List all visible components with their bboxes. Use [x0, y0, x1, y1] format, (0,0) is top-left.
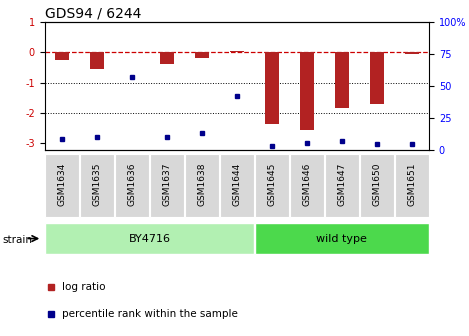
Bar: [335, 52, 349, 109]
Bar: [90, 52, 104, 69]
Text: log ratio: log ratio: [62, 282, 106, 292]
Bar: [55, 52, 69, 60]
FancyBboxPatch shape: [45, 154, 79, 217]
Bar: [300, 52, 314, 130]
FancyBboxPatch shape: [219, 154, 254, 217]
FancyBboxPatch shape: [360, 154, 394, 217]
Text: percentile rank within the sample: percentile rank within the sample: [62, 309, 238, 320]
Text: GSM1646: GSM1646: [302, 163, 311, 206]
Text: GSM1638: GSM1638: [197, 163, 206, 206]
Bar: [160, 52, 174, 64]
FancyBboxPatch shape: [185, 154, 219, 217]
FancyBboxPatch shape: [80, 154, 114, 217]
Bar: [265, 52, 279, 124]
Text: GSM1647: GSM1647: [337, 163, 346, 206]
FancyBboxPatch shape: [150, 154, 184, 217]
Bar: [195, 52, 209, 58]
Text: BY4716: BY4716: [129, 234, 170, 244]
FancyBboxPatch shape: [325, 154, 359, 217]
Text: GSM1650: GSM1650: [372, 163, 381, 206]
Bar: [370, 52, 384, 104]
FancyBboxPatch shape: [255, 154, 289, 217]
FancyBboxPatch shape: [290, 154, 324, 217]
FancyBboxPatch shape: [115, 154, 149, 217]
FancyBboxPatch shape: [45, 223, 254, 254]
Text: GSM1637: GSM1637: [162, 163, 172, 206]
Text: GSM1636: GSM1636: [128, 163, 136, 206]
Bar: [405, 52, 419, 54]
Text: GSM1635: GSM1635: [92, 163, 101, 206]
Bar: [230, 51, 244, 52]
Text: wild type: wild type: [316, 234, 367, 244]
Text: strain: strain: [2, 235, 32, 245]
Text: GSM1634: GSM1634: [58, 163, 67, 206]
Text: GSM1644: GSM1644: [232, 163, 242, 206]
Text: GDS94 / 6244: GDS94 / 6244: [45, 7, 141, 21]
FancyBboxPatch shape: [394, 154, 429, 217]
FancyBboxPatch shape: [255, 223, 429, 254]
Text: GSM1651: GSM1651: [407, 163, 416, 206]
Text: GSM1645: GSM1645: [267, 163, 276, 206]
